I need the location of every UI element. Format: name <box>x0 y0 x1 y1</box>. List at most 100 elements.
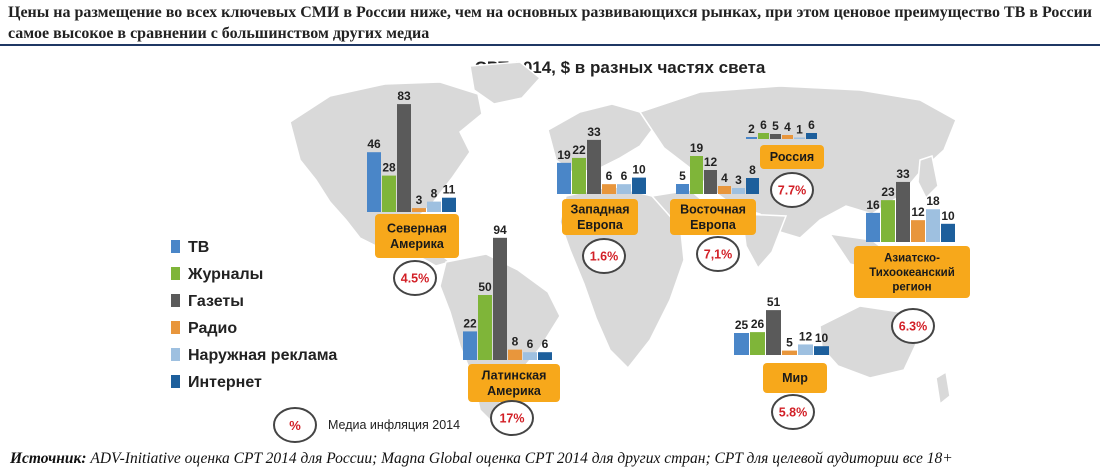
bar-value-label: 10 <box>815 331 829 345</box>
bar <box>766 310 781 355</box>
bar-value-label: 26 <box>751 317 765 331</box>
bar <box>572 157 586 194</box>
inflation-badge: 17% <box>490 400 534 436</box>
region-label: Россия <box>760 145 824 169</box>
bar-value-label: 10 <box>632 163 646 177</box>
legend-swatch <box>171 240 180 253</box>
bar <box>602 184 616 194</box>
bar <box>382 175 396 212</box>
bar-value-label: 50 <box>478 280 492 294</box>
bar-value-label: 6 <box>808 118 815 132</box>
bar <box>442 197 456 212</box>
headline-divider <box>0 44 1100 46</box>
bar-value-label: 1 <box>796 123 803 137</box>
legend-label: ТВ <box>188 239 209 256</box>
bar-value-label: 16 <box>866 198 880 212</box>
bar <box>367 152 381 212</box>
bar <box>770 134 781 139</box>
bar-value-label: 83 <box>397 89 411 103</box>
legend-item: ТВ <box>171 239 209 256</box>
region-label-boxes: Северная Америка Латинская Америка Западная Е… <box>375 145 970 402</box>
bar <box>676 184 689 194</box>
legend-label: Интернет <box>188 374 262 391</box>
headline: Цены на размещение во всех ключевых СМИ … <box>8 4 1093 42</box>
bar-value-label: 28 <box>382 161 396 175</box>
bar-value-label: 46 <box>367 137 381 151</box>
bar-value-label: 19 <box>690 141 704 155</box>
legend-item: Газеты <box>171 293 244 310</box>
inflation-badge: 1.6% <box>582 238 626 274</box>
bar-value-label: 4 <box>784 120 791 134</box>
inflation-badge: 4.5% <box>393 260 437 296</box>
chart-title: CPT 2014, $ в разных частях света <box>474 58 766 77</box>
bar-value-label: 23 <box>881 185 895 199</box>
bar-value-label: 6 <box>527 337 534 351</box>
bar <box>617 184 631 194</box>
region-label-box <box>468 364 560 402</box>
bar-value-label: 25 <box>735 318 749 332</box>
bar <box>734 333 749 355</box>
region-label: Восточная Европа <box>670 199 756 235</box>
bar-value-label: 12 <box>704 155 718 169</box>
bar <box>866 212 880 242</box>
inflation-value: 7,1% <box>704 248 733 262</box>
inflation-value: 1.6% <box>590 250 619 264</box>
region-label-box <box>760 145 824 169</box>
bar <box>412 208 426 212</box>
bar-value-label: 5 <box>786 336 793 350</box>
region-name: Мир <box>782 371 808 385</box>
bar <box>704 170 717 194</box>
region-name: Северная Америка <box>387 221 447 251</box>
inflation-circle <box>393 260 437 296</box>
bar-value-label: 6 <box>621 169 628 183</box>
region-label-box <box>375 214 459 258</box>
bar <box>814 346 829 355</box>
bar-value-label: 2 <box>748 122 755 136</box>
region-name: Азиатско-Тихоокеанский регион <box>869 252 955 293</box>
bar <box>806 133 817 139</box>
bar <box>941 223 955 242</box>
inflation-value: 4.5% <box>401 272 430 286</box>
inflation-legend-symbol: % <box>289 418 301 433</box>
inflation-circle <box>582 238 626 274</box>
region-name: Восточная Европа <box>680 202 746 232</box>
map-japan <box>917 155 939 200</box>
bar-value-label: 8 <box>431 187 438 201</box>
legend-swatch <box>171 321 180 334</box>
bar-value-label: 6 <box>760 118 767 132</box>
bar-value-label: 33 <box>587 125 601 139</box>
legend-label: Журналы <box>187 266 263 283</box>
source-note: Источник: ADV-Initiative оценка CPT 2014… <box>10 450 1100 468</box>
bar <box>911 220 925 242</box>
bar-value-label: 6 <box>542 337 549 351</box>
region-label: Мир <box>763 363 827 393</box>
inflation-value: 5.8% <box>779 406 808 420</box>
legend-swatch <box>171 375 180 388</box>
legend-swatch <box>171 267 180 280</box>
bar <box>798 344 813 355</box>
bar-value-label: 51 <box>767 295 781 309</box>
bar <box>478 295 492 360</box>
inflation-circle <box>490 400 534 436</box>
inflation-badge: 5.8% <box>771 394 815 430</box>
inflation-value: 17% <box>499 412 524 426</box>
bar-value-label: 6 <box>606 169 613 183</box>
bar-value-label: 3 <box>416 193 423 207</box>
source-label: Источник: <box>10 450 87 467</box>
region-label: Западная Европа <box>562 199 638 235</box>
bar <box>758 133 769 139</box>
bar <box>493 237 507 360</box>
region-name: Россия <box>770 150 814 164</box>
bar <box>746 178 759 194</box>
bar <box>746 137 757 139</box>
bar-value-label: 18 <box>926 194 940 208</box>
bar <box>732 188 745 194</box>
region-label-box <box>562 199 638 235</box>
bar-value-label: 22 <box>572 143 586 157</box>
region-label-box <box>763 363 827 393</box>
